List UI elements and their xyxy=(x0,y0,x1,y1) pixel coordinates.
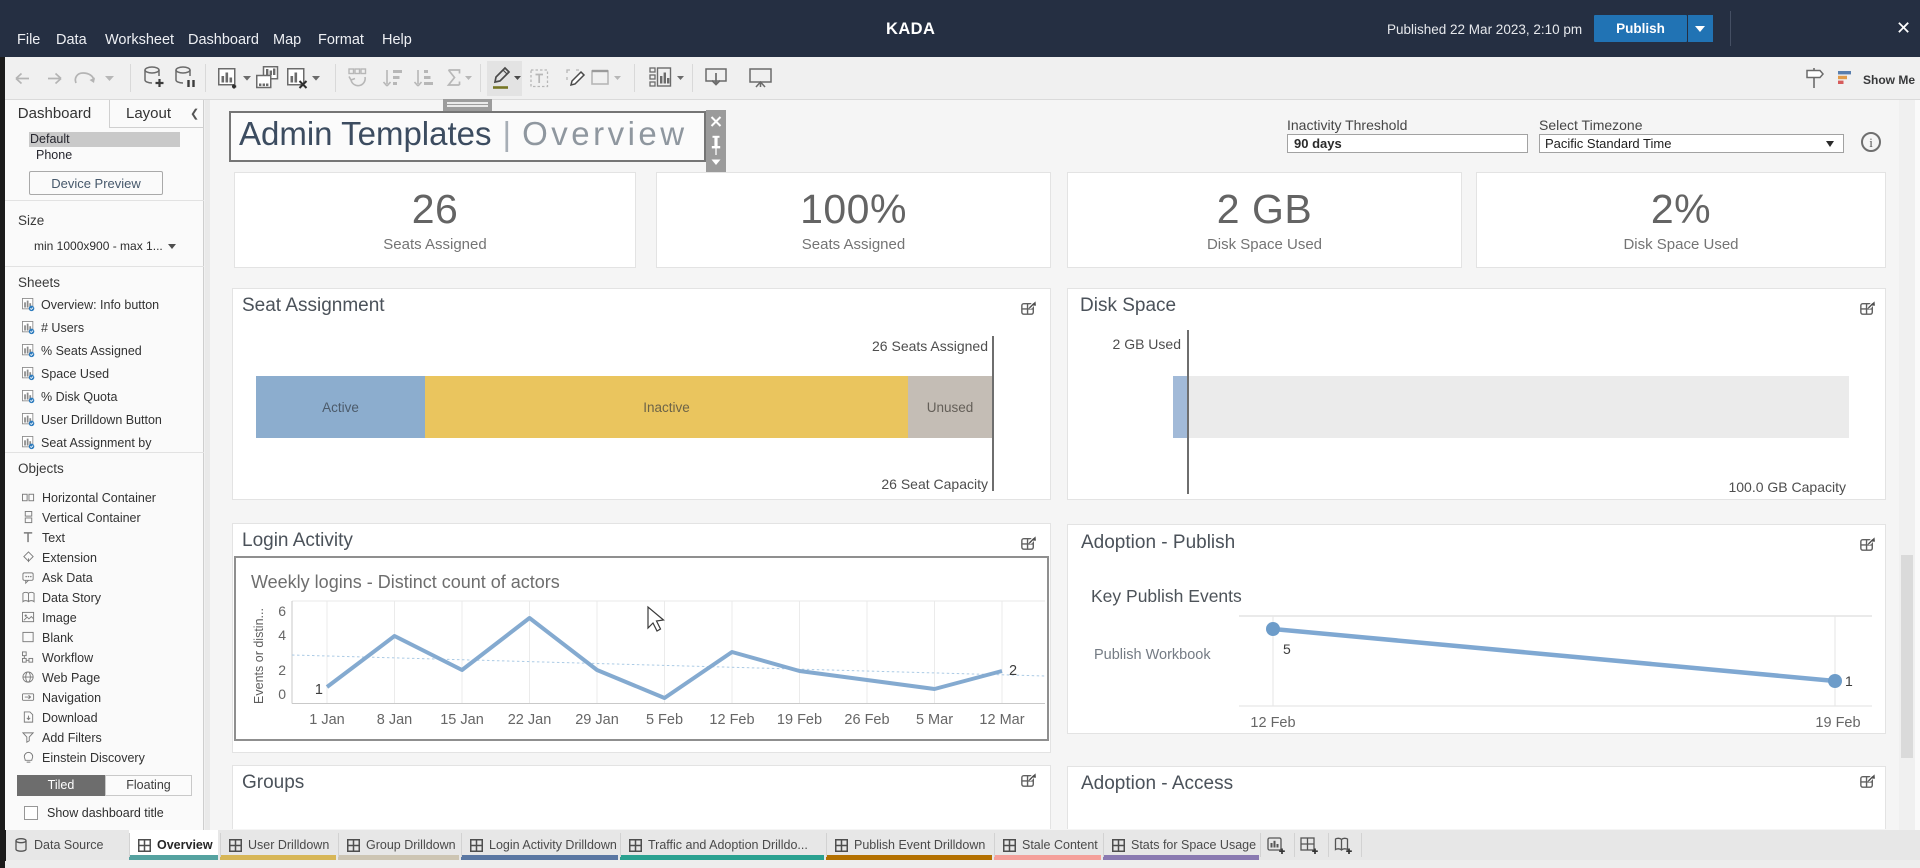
svg-text:5 Mar: 5 Mar xyxy=(916,712,953,728)
svg-text:8 Jan: 8 Jan xyxy=(377,712,412,728)
svg-text:19 Feb: 19 Feb xyxy=(1815,715,1860,731)
svg-text:6: 6 xyxy=(278,603,286,619)
svg-text:29 Jan: 29 Jan xyxy=(575,712,619,728)
svg-text:1: 1 xyxy=(1845,673,1853,689)
svg-text:5: 5 xyxy=(1283,641,1291,657)
svg-text:15 Jan: 15 Jan xyxy=(440,712,484,728)
svg-text:4: 4 xyxy=(278,627,286,643)
svg-text:12 Mar: 12 Mar xyxy=(979,712,1024,728)
svg-text:0: 0 xyxy=(278,686,286,702)
svg-text:1 Jan: 1 Jan xyxy=(309,712,344,728)
svg-text:1: 1 xyxy=(315,682,323,698)
svg-text:12 Feb: 12 Feb xyxy=(1250,715,1295,731)
svg-text:12 Feb: 12 Feb xyxy=(709,712,754,728)
svg-text:19 Feb: 19 Feb xyxy=(777,712,822,728)
svg-text:26 Feb: 26 Feb xyxy=(844,712,889,728)
svg-text:2: 2 xyxy=(1009,663,1017,679)
svg-text:Events or distin...: Events or distin... xyxy=(252,608,266,704)
svg-text:2: 2 xyxy=(278,662,286,678)
svg-text:22 Jan: 22 Jan xyxy=(508,712,552,728)
svg-text:5 Feb: 5 Feb xyxy=(646,712,683,728)
